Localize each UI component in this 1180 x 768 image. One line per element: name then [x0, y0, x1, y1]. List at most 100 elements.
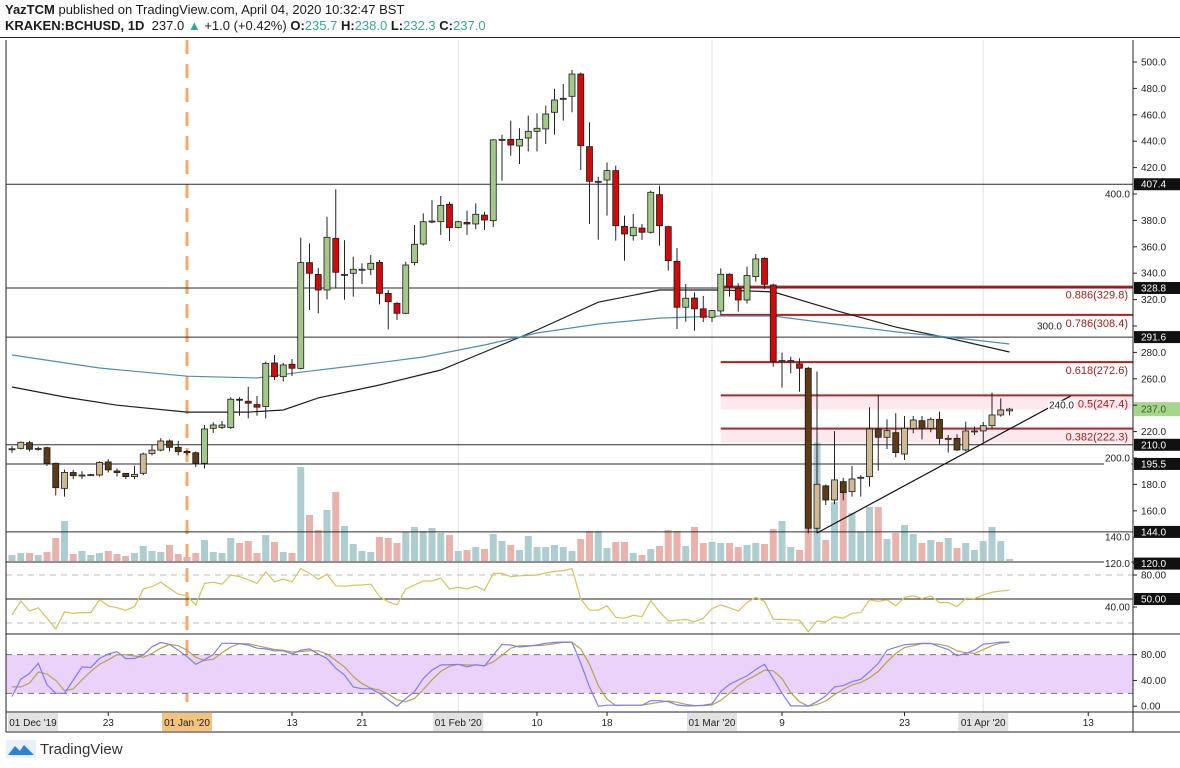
candle	[507, 120, 515, 156]
volume-bar	[551, 545, 558, 561]
candle	[901, 416, 908, 460]
candle	[577, 72, 585, 170]
candle-body	[621, 225, 628, 235]
candle	[804, 366, 812, 534]
candle-body	[857, 476, 865, 479]
candle	[113, 468, 121, 477]
candle-body	[122, 472, 130, 478]
candle-body	[8, 448, 16, 451]
volume-bar	[209, 552, 217, 561]
volume-bar	[761, 544, 768, 561]
x-tick-label: 18	[601, 718, 613, 729]
candle	[874, 395, 882, 471]
symbol-label[interactable]: KRAKEN:BCHUSD, 1D	[5, 18, 145, 33]
candle-body	[831, 479, 838, 501]
moving-average-line	[11, 289, 1010, 413]
volume-bar	[507, 545, 515, 561]
tick-label-background	[1035, 321, 1064, 333]
volume-bar	[796, 550, 803, 561]
x-tick-highlight	[958, 713, 1009, 731]
volume-bar	[358, 551, 366, 561]
candle	[262, 361, 270, 419]
volume-bar	[708, 542, 716, 561]
candle-body	[358, 268, 366, 271]
x-tick-label: 01 Dec '19	[9, 718, 57, 729]
candle	[192, 451, 200, 468]
candle	[831, 430, 838, 505]
candle-body	[332, 237, 340, 273]
candle	[411, 225, 418, 266]
symbol-line: KRAKEN:BCHUSD, 1D 237.0 ▲ +1.0 (+0.42%) …	[5, 18, 486, 34]
volume-bar	[227, 538, 235, 561]
candle	[104, 459, 112, 473]
x-tick-highlight	[162, 713, 212, 731]
volume-bar	[691, 527, 698, 561]
volume-bar	[629, 553, 637, 561]
stoch-rsi-pane[interactable]	[6, 641, 1133, 707]
candle-body	[944, 437, 952, 440]
candle-body	[419, 221, 427, 245]
candle-body	[253, 404, 261, 408]
candle-body	[341, 273, 348, 276]
candle-body	[192, 452, 200, 464]
volume-bar	[113, 554, 121, 561]
candle	[927, 417, 935, 433]
fib-level-label: 0.886(329.8)	[1066, 290, 1128, 302]
volume-bar	[463, 550, 471, 561]
candle-body	[892, 432, 900, 453]
author-name[interactable]: YazTCM	[5, 2, 55, 17]
candle	[131, 465, 138, 480]
volume-bar	[489, 534, 497, 561]
candle	[822, 484, 830, 505]
candle-body	[778, 360, 786, 362]
volume-bar	[577, 539, 585, 561]
candle-body	[87, 474, 95, 477]
x-tick-highlight	[8, 713, 58, 731]
volume-bar	[131, 553, 138, 561]
header-divider	[0, 37, 1180, 38]
price-tick-label: 220.0	[1141, 427, 1166, 438]
candle-body	[446, 203, 453, 229]
last-price: 237.0	[151, 18, 185, 33]
volume-bar	[244, 541, 252, 561]
candle-body	[594, 180, 602, 183]
candle-body	[34, 447, 42, 450]
candle	[78, 471, 86, 480]
candle	[691, 292, 698, 331]
candle-body	[279, 364, 287, 378]
candle-body	[699, 308, 707, 318]
candle-body	[883, 430, 891, 438]
tick-label-background	[1103, 453, 1132, 465]
x-tick-label: 13	[1083, 718, 1095, 729]
candle	[288, 359, 296, 377]
candle-body	[979, 425, 987, 432]
candle-body	[489, 139, 497, 222]
open-value: 235.7	[304, 18, 338, 33]
volume-bar	[332, 492, 340, 561]
candle-body	[288, 363, 296, 369]
candle	[8, 446, 16, 453]
price-pane[interactable]	[6, 69, 1133, 564]
volume-bar	[822, 540, 830, 561]
price-tick-label: 500.0	[1141, 58, 1166, 69]
tradingview-brand[interactable]: TradingView	[40, 740, 123, 758]
price-tick-label: 120.0	[1105, 559, 1130, 570]
level-price-box	[1134, 525, 1180, 538]
candle	[857, 475, 865, 497]
candle-body	[787, 360, 795, 362]
level-price-label: 407.4	[1141, 180, 1166, 191]
candle	[979, 421, 987, 443]
x-tick-label: 10	[531, 718, 543, 729]
tick-label-background	[1103, 532, 1132, 544]
rsi-pane[interactable]	[6, 567, 1133, 633]
candle	[472, 203, 480, 230]
candle	[376, 260, 383, 305]
volume-bar	[988, 527, 996, 561]
candle-body	[131, 473, 138, 478]
volume-bar	[883, 539, 891, 561]
fib-level-label: 0.786(308.4)	[1066, 318, 1128, 330]
candle	[621, 215, 628, 261]
close-value: 237.0	[453, 18, 486, 33]
volume-bar	[866, 507, 873, 561]
